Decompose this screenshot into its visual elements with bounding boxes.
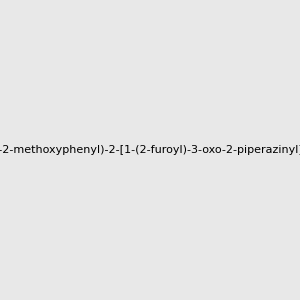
Text: N-(5-chloro-2-methoxyphenyl)-2-[1-(2-furoyl)-3-oxo-2-piperazinyl]acetamide: N-(5-chloro-2-methoxyphenyl)-2-[1-(2-fur… [0, 145, 300, 155]
